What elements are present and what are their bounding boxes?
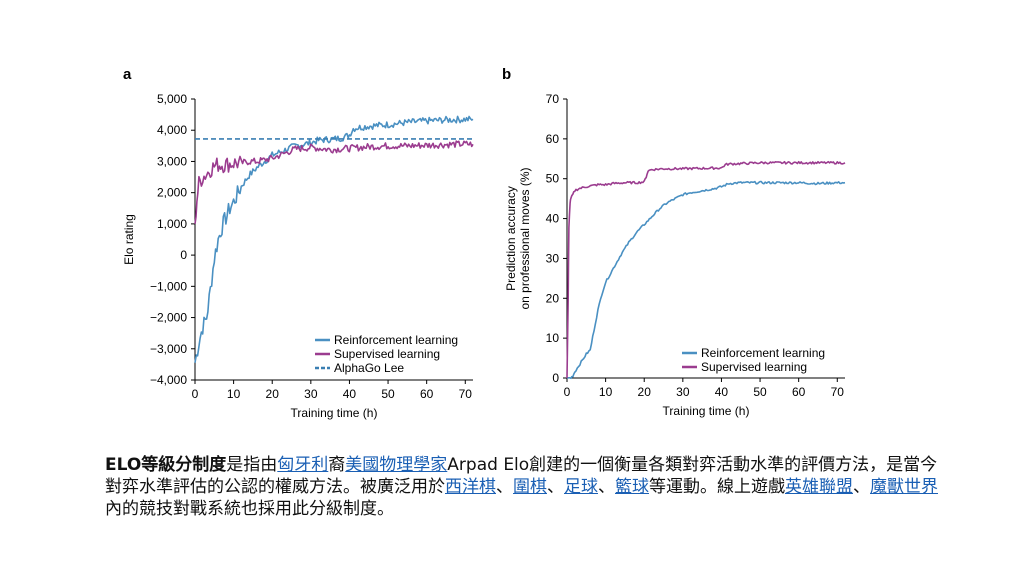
link-basketball[interactable]: 籃球: [615, 477, 649, 497]
link-world-of-warcraft[interactable]: 魔獸世界: [870, 477, 938, 497]
panel-a-x-tick-label: 70: [459, 387, 473, 401]
caption-text-6: 、: [598, 477, 615, 497]
caption-term: ELO等級分制度: [105, 455, 227, 475]
panel-b-x-tick-label: 0: [564, 385, 571, 399]
caption-text-7: 等運動。線上遊戲: [649, 477, 785, 497]
panel-a-x-axis-label: Training time (h): [291, 406, 378, 420]
panel-a-x-tick-label: 0: [192, 387, 199, 401]
panel-a-x-tick-label: 50: [381, 387, 395, 401]
panel-b-y-tick-label: 20: [546, 291, 560, 305]
panel-b-x-tick-label: 60: [792, 385, 806, 399]
panel-a-label: a: [123, 66, 132, 83]
panel-b-y-tick-label: 70: [546, 92, 560, 106]
panel-b-y-tick-label: 0: [552, 371, 559, 385]
panel-b-y-axis-label: on professional moves (%): [518, 167, 532, 309]
link-hungary[interactable]: 匈牙利: [277, 455, 329, 475]
panel-a-series-1: [194, 140, 474, 225]
panel-b-x-tick-label: 40: [715, 385, 729, 399]
panel-b-x-tick-label: 30: [676, 385, 690, 399]
panel-b-x-tick-label: 70: [831, 385, 845, 399]
panel-a-y-axis-label: Elo rating: [122, 214, 136, 265]
panel-a-x-tick-label: 40: [343, 387, 357, 401]
panel-a-y-tick-label: 5,000: [157, 92, 187, 106]
panel-b-legend-label: Reinforcement learning: [701, 346, 825, 360]
panel-a-y-tick-label: 0: [180, 248, 187, 262]
caption-text-1: 是指由: [226, 455, 278, 475]
panel-a-x-tick-label: 10: [227, 387, 241, 401]
panel-b-series-0: [566, 180, 846, 380]
caption-text-9: 內的競技對戰系統也採用此分級制度。: [105, 499, 394, 519]
link-league-of-legends[interactable]: 英雄聯盟: [785, 477, 853, 497]
panel-a-y-tick-label: 4,000: [157, 123, 187, 137]
panel-b-x-tick-label: 50: [753, 385, 767, 399]
panel-b-x-tick-label: 10: [599, 385, 613, 399]
panel-a-legend-label: Reinforcement learning: [334, 333, 458, 347]
panel-b-y-tick-label: 50: [546, 172, 560, 186]
panel-b-series-1: [566, 160, 846, 379]
link-chess[interactable]: 西洋棋: [445, 477, 496, 497]
panel-a-x-tick-label: 30: [304, 387, 318, 401]
panel-b-y-tick-label: 40: [546, 212, 560, 226]
panel-a-y-tick-label: 3,000: [157, 154, 187, 168]
panel-a-series-0: [194, 115, 474, 363]
figure: a −4,000 −3,000 −2,000 −1,000 0 1,000 2,000 3,00…: [122, 66, 846, 420]
panel-b-x-axis-label: Training time (h): [663, 404, 750, 418]
link-american-physicist[interactable]: 美國物理學家: [345, 455, 448, 475]
link-go[interactable]: 圍棋: [513, 477, 547, 497]
panel-a-y-tick-label: 2,000: [157, 186, 187, 200]
caption: ELO等級分制度是指由匈牙利裔美國物理學家Arpad Elo創建的一個衡量各類對…: [105, 454, 945, 520]
caption-text-8: 、: [853, 477, 870, 497]
panel-b-y-tick-label: 30: [546, 251, 560, 265]
panel-a-legend-label: Supervised learning: [334, 347, 440, 361]
panel-a-y-tick-label: −4,000: [150, 373, 187, 387]
caption-text-5: 、: [547, 477, 564, 497]
panel-b-x-tick-label: 20: [638, 385, 652, 399]
panel-a-x-tick-label: 20: [266, 387, 280, 401]
panel-b-y-tick-label: 10: [546, 331, 560, 345]
panel-a-x-tick-label: 60: [420, 387, 434, 401]
panel-b-y-tick-label: 60: [546, 132, 560, 146]
panel-a-y-tick-label: −3,000: [150, 342, 187, 356]
panel-a-y-tick-label: −2,000: [150, 311, 187, 325]
link-football[interactable]: 足球: [564, 477, 598, 497]
panel-a-legend-label: AlphaGo Lee: [334, 361, 404, 375]
caption-text-3: Arpad Elo創建的一個衡量各類對弈活動水準的評價方法，是當今對弈水準評估的…: [105, 455, 938, 497]
panel-a-y-tick-label: −1,000: [150, 279, 187, 293]
panel-a-y-tick-label: 1,000: [157, 217, 187, 231]
caption-text-4: 、: [496, 477, 513, 497]
panel-b-y-axis-label: Prediction accuracy: [504, 186, 518, 291]
panel-b-legend-label: Supervised learning: [701, 360, 807, 374]
panel-b-label: b: [502, 66, 511, 83]
caption-text-2: 裔: [328, 455, 346, 475]
